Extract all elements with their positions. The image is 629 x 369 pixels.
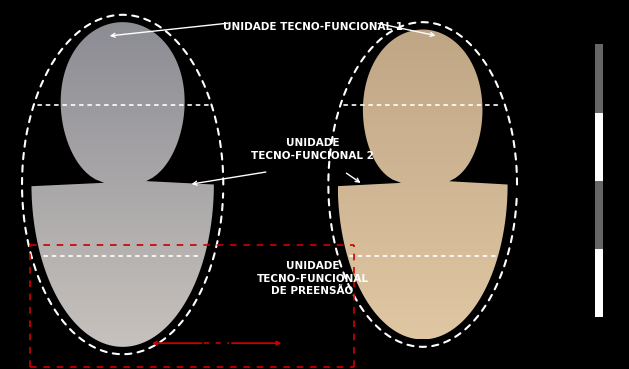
Bar	[594, 181, 603, 249]
Bar	[594, 249, 603, 317]
Text: UNIDADE
TECNO-FUNCIONAL
DE PREENSÃO: UNIDADE TECNO-FUNCIONAL DE PREENSÃO	[257, 261, 369, 296]
Bar	[594, 44, 603, 113]
Text: UNIDADE TECNO-FUNCIONAL 1: UNIDADE TECNO-FUNCIONAL 1	[223, 21, 403, 32]
Bar	[594, 113, 603, 181]
Text: UNIDADE
TECNO-FUNCIONAL 2: UNIDADE TECNO-FUNCIONAL 2	[251, 138, 374, 161]
